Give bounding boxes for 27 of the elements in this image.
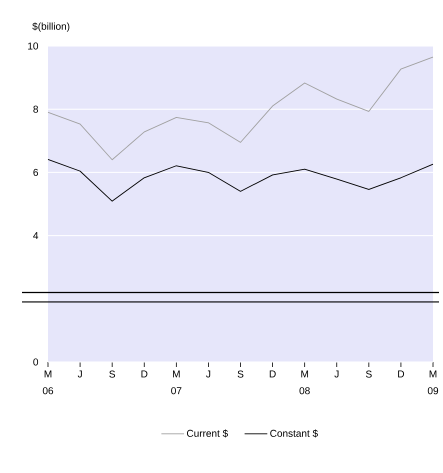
text: 08 (300, 387, 310, 394)
y-tick-label: 8 (33, 106, 38, 113)
y-tick-label: 10 (28, 42, 38, 50)
x-tick-label: D (270, 370, 276, 378)
x-tick-label: S (109, 370, 116, 378)
text: 07 (171, 387, 182, 394)
legend-label: Current $ (187, 429, 228, 438)
x-tick-label: S (366, 370, 372, 378)
x-tick-label: M (44, 370, 52, 378)
x-tick-label: S (238, 370, 244, 378)
y-tick-label: 4 (33, 232, 38, 240)
line-series (48, 56, 434, 160)
x-tick-label: M (430, 370, 436, 378)
y-tick-label: 6 (33, 168, 38, 176)
x-tick-label: J (78, 370, 82, 378)
text: 06 (42, 387, 54, 394)
x-tick-label: J (206, 370, 210, 378)
x-tick-label: M (301, 370, 308, 378)
y-axis-title: $(billion) (32, 22, 70, 32)
y-tick-label: 0 (33, 358, 38, 366)
x-tick-label: J (334, 370, 339, 378)
x-tick-label: D (141, 370, 148, 378)
legend-label: Constant $ (270, 429, 318, 438)
line-series (48, 158, 434, 202)
text: 09 (428, 387, 438, 394)
x-tick-label: M (173, 370, 180, 378)
x-tick-label: D (398, 370, 404, 378)
